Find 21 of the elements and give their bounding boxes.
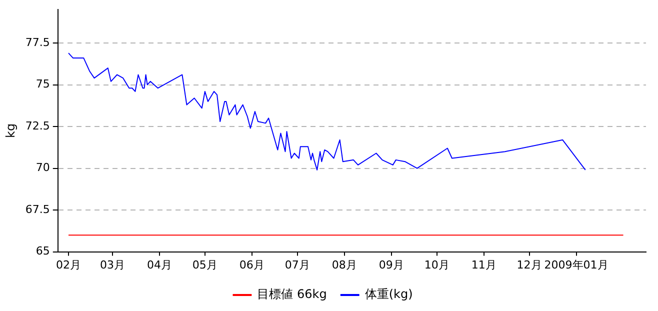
legend-label: 目標値 66kg	[257, 287, 327, 302]
y-tick-label: 67.5	[25, 202, 50, 216]
x-tick-label: 05月	[192, 258, 218, 272]
x-tick-label: 11月	[471, 258, 496, 272]
y-axis-title: kg	[3, 123, 18, 138]
x-tick-label: 07月	[284, 258, 310, 272]
x-tick-label: 06月	[239, 258, 264, 272]
x-tick-label: 10月	[424, 258, 450, 272]
x-tick-label: 12月	[516, 258, 542, 272]
x-tick-label: 04月	[146, 258, 172, 272]
y-tick-label: 65	[36, 244, 50, 258]
x-tick-label: 02月	[56, 258, 81, 272]
y-tick-label: 72.5	[25, 119, 50, 132]
x-tick-label: 08月	[332, 258, 357, 272]
legend-label: 体重(kg)	[364, 287, 413, 302]
x-tick-label: 09月	[378, 258, 404, 272]
y-tick-label: 75	[36, 78, 50, 91]
x-tick-label: 03月	[100, 258, 125, 272]
y-tick-label: 77.5	[25, 36, 50, 49]
x-tick-label: 2009年01月	[544, 258, 608, 272]
y-tick-label: 70	[36, 161, 50, 174]
